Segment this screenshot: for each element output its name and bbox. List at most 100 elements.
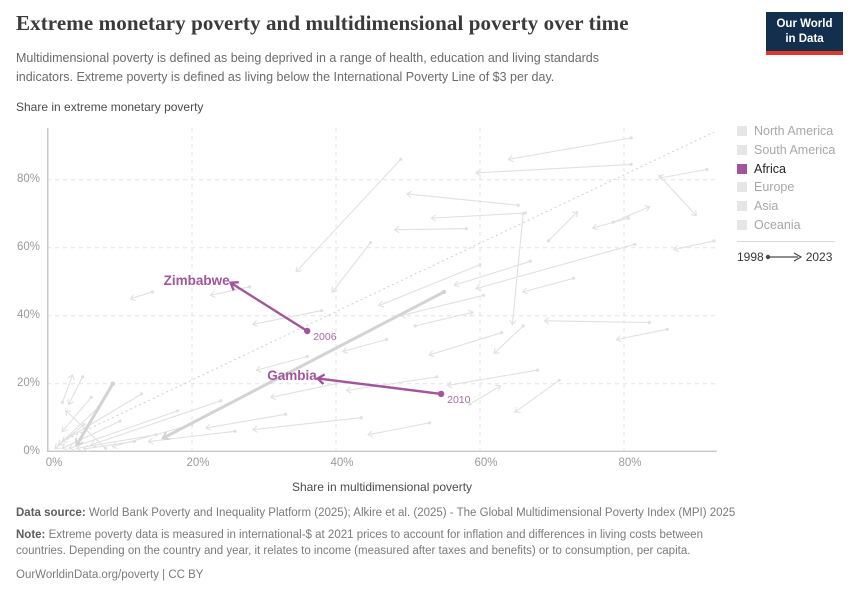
x-tick-label: 20% [186,457,210,469]
x-axis-tick-labels: 0% 20% 40% 60% 80% [46,457,717,473]
country-trajectory[interactable] [428,331,504,358]
legend-item-south-america[interactable]: South America [737,141,849,160]
country-trajectory-thick[interactable] [74,381,115,447]
country-trajectory-thick[interactable] [161,289,447,441]
country-trajectory[interactable] [393,226,468,234]
owid-logo[interactable]: Our World in Data [766,12,843,55]
country-trajectory[interactable] [521,276,576,295]
legend-label: North America [754,124,834,139]
country-trajectory[interactable] [269,382,338,401]
footer: Data source: World Bank Poverty and Ineq… [16,505,832,584]
legend-item-oceania[interactable]: Oceania [737,215,849,234]
country-trajectory[interactable] [377,263,482,308]
legend-label: Oceania [754,217,801,232]
legend-swatch [737,126,747,137]
country-trajectory[interactable] [446,368,540,389]
country-trajectory[interactable] [514,378,561,413]
legend-item-asia[interactable]: Asia [737,197,849,216]
y-axis-title: Share in extreme monetary poverty [16,100,204,114]
country-trajectory[interactable] [251,416,363,433]
zimbabwe-year-label: 2006 [313,331,337,343]
country-trajectory[interactable] [61,395,93,433]
country-trajectory[interactable] [468,384,502,406]
country-trajectory[interactable] [507,136,633,163]
reference-diagonal [62,131,715,442]
gridlines [47,128,717,452]
y-tick-label: 20% [16,376,40,389]
legend-swatch [737,182,747,193]
legend-swatch [737,219,747,230]
x-tick-label: 60% [474,457,498,469]
y-tick-label: 40% [16,308,40,321]
legend-label: Asia [754,199,779,214]
country-trajectory[interactable] [209,285,252,299]
chart-subtitle: Multidimensional poverty is defined as b… [16,51,600,84]
legend-label: Africa [754,161,786,176]
legend-item-africa[interactable]: Africa [737,159,849,178]
country-trajectory[interactable] [453,259,532,288]
zimbabwe-label: Zimbabwe [164,273,231,288]
note-line: Note: Extreme poverty data is measured i… [16,528,703,558]
country-trajectory[interactable] [54,422,86,450]
axis-lines [47,128,717,452]
country-trajectory[interactable] [475,162,633,177]
legend-swatch [737,145,747,156]
country-trajectory[interactable] [367,421,432,438]
legend-swatch [737,201,747,212]
country-trajectory[interactable] [147,429,237,445]
x-tick-label: 80% [618,457,642,469]
country-trajectory[interactable] [295,157,403,273]
country-trajectory[interactable] [345,375,439,394]
gambia-label: Gambia [267,368,317,383]
country-trajectory[interactable] [60,373,75,404]
country-trajectory[interactable] [75,433,158,452]
time-arrow-icon [765,252,802,262]
country-trajectory[interactable] [611,205,651,224]
country-trajectory[interactable] [673,239,716,253]
legend-divider [737,241,835,242]
continent-legend: North America South America Africa Europe As… [737,122,849,234]
country-trajectory[interactable] [658,167,709,181]
country-trajectory[interactable] [255,354,309,373]
country-trajectory[interactable] [591,216,630,231]
country-trajectory[interactable] [331,241,373,294]
x-axis-title: Share in multidimensional poverty [291,480,473,494]
y-tick-label: 60% [16,240,40,253]
country-trajectory[interactable] [129,290,154,302]
country-trajectory[interactable] [68,409,180,451]
country-trajectory[interactable] [546,211,579,243]
y-tick-label: 0% [23,444,40,457]
zimbabwe-trajectory[interactable]: 2006 Zimbabwe [164,273,337,343]
country-trajectory[interactable] [341,337,388,354]
legend-label: Europe [754,180,795,195]
country-trajectory[interactable] [543,317,651,325]
page-title: Extreme monetary poverty and multidimens… [16,11,629,35]
country-trajectory[interactable] [205,412,288,431]
scatter-plot-svg: 2006 Zimbabwe 2010 Gambia [47,128,717,452]
country-trajectory[interactable] [475,242,637,291]
country-trajectory[interactable] [413,309,475,328]
legend-swatch [737,163,747,174]
country-trajectory[interactable] [615,327,669,343]
country-trajectory[interactable] [67,375,85,406]
country-trajectory[interactable] [61,392,144,443]
country-trajectory[interactable] [405,190,520,207]
country-trajectory[interactable] [251,309,324,327]
owid-logo-red-bar [766,50,843,55]
legend-item-north-america[interactable]: North America [737,122,849,141]
gambia-trajectory[interactable]: 2010 Gambia [267,368,470,406]
country-trajectory[interactable] [82,439,136,452]
legend-item-europe[interactable]: Europe [737,178,849,197]
country-trajectory[interactable] [89,399,223,448]
country-trajectory[interactable] [658,174,697,217]
x-tick-label: 40% [330,457,354,469]
license-link[interactable]: OurWorldinData.org/poverty | CC BY [16,569,204,582]
country-trajectory[interactable] [493,324,525,355]
y-axis-tick-labels: 0% 20% 40% 60% 80% [0,128,40,457]
country-trajectory[interactable] [509,212,525,326]
country-trajectory[interactable] [430,211,527,222]
time-start-label: 1998 [737,250,764,264]
country-trajectory[interactable] [399,293,486,319]
legend-label: South America [754,143,836,158]
